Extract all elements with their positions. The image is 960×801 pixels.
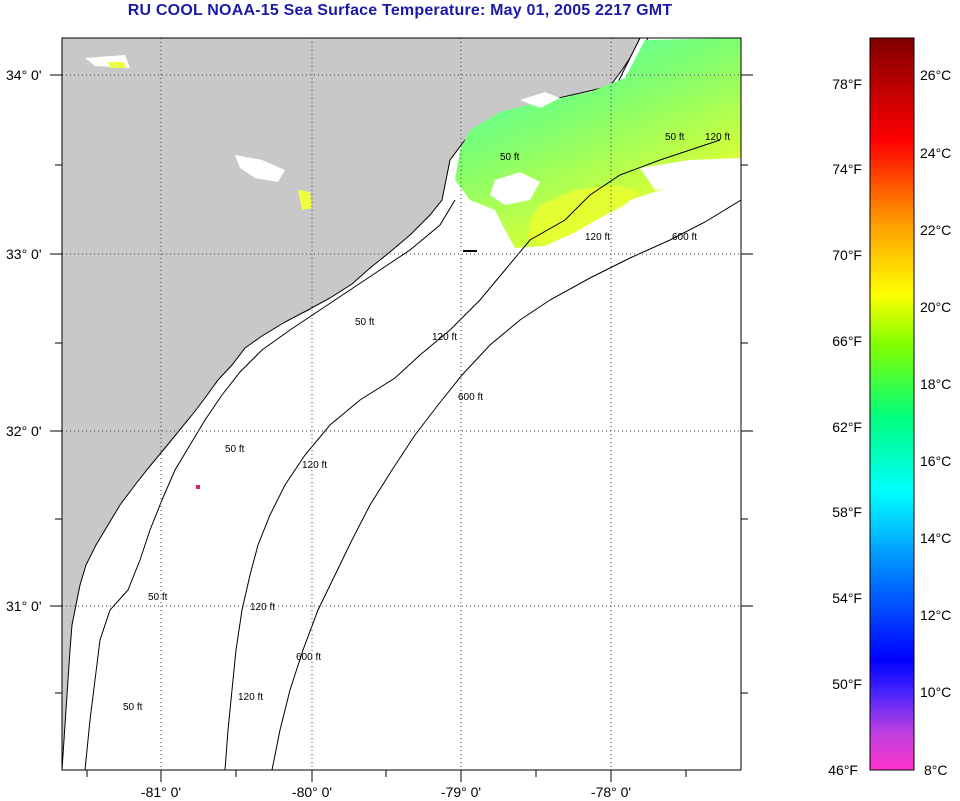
cloud-gap (640, 158, 741, 190)
colorbar-label-f: 50°F (832, 676, 862, 692)
isobath-label-50ft: 50 ft (355, 317, 375, 328)
colorbar-label-c: 20°C (920, 299, 951, 315)
sst-warm-zone (528, 185, 640, 244)
isobath-label-50ft: 50 ft (123, 702, 143, 713)
isobath-label-50ft: 50 ft (225, 444, 245, 455)
colorbar-label-c: 22°C (920, 222, 951, 238)
isobath-600ft (271, 199, 741, 770)
cloud-gap (490, 172, 540, 205)
isobath-label-600ft: 600 ft (672, 232, 697, 243)
colorbar-label-c: 16°C (920, 453, 951, 469)
isobath-label-50ft: 50 ft (665, 132, 685, 143)
colorbar-label-f: 54°F (832, 590, 862, 606)
isobath-label-120ft: 120 ft (585, 232, 610, 243)
isobath-label-600ft: 600 ft (296, 652, 321, 663)
colorbar-label-f: 74°F (832, 161, 862, 177)
colorbar-label-f: 78°F (832, 76, 862, 92)
colorbar-label-f: 46°F (828, 762, 858, 778)
isobath-120ft (224, 139, 721, 770)
map-frame (61, 37, 742, 771)
lake-patch (235, 155, 285, 182)
colorbar-label-c: 18°C (920, 376, 951, 392)
colorbar-label-c: 12°C (920, 607, 951, 623)
temperature-colorbar (869, 37, 915, 771)
lon-label: -78° 0' (591, 784, 631, 800)
cloud-gap (520, 92, 560, 108)
lat-label: 33° 0' (6, 246, 42, 262)
isobath-50ft (84, 199, 456, 770)
colorbar-label-f: 70°F (832, 247, 862, 263)
colorbar-label-c: 26°C (920, 67, 951, 83)
colorbar-label-c: 10°C (920, 684, 951, 700)
colorbar-label-f: 62°F (832, 419, 862, 435)
lat-label: 32° 0' (6, 423, 42, 439)
lon-label: -81° 0' (141, 784, 181, 800)
station-marker (196, 485, 200, 489)
isobath-label-50ft: 50 ft (500, 152, 520, 163)
colorbar-label-c: 8°C (924, 762, 948, 778)
buoy-marker (463, 250, 477, 252)
isobath-label-120ft: 120 ft (705, 132, 730, 143)
isobath-label-120ft: 120 ft (302, 460, 327, 471)
colorbar-label-f: 66°F (832, 333, 862, 349)
lat-label: 34° 0' (6, 67, 42, 83)
isobath-label-50ft: 50 ft (148, 592, 168, 603)
map-title: RU COOL NOAA-15 Sea Surface Temperature:… (127, 2, 673, 19)
colorbar-label-c: 14°C (920, 530, 951, 546)
lon-label: -79° 0' (441, 784, 481, 800)
axis-ticks (50, 74, 753, 782)
lake-patch (298, 190, 312, 210)
lake-patch (108, 62, 126, 68)
colorbar-label-f: 58°F (832, 504, 862, 520)
isobath-label-600ft: 600 ft (458, 392, 483, 403)
lon-label: -80° 0' (292, 784, 332, 800)
lat-label: 31° 0' (6, 598, 42, 614)
isobath-label-120ft: 120 ft (238, 692, 263, 703)
colorbar-label-c: 24°C (920, 145, 951, 161)
isobath-label-120ft: 120 ft (432, 332, 457, 343)
isobath-label-120ft: 120 ft (250, 602, 275, 613)
